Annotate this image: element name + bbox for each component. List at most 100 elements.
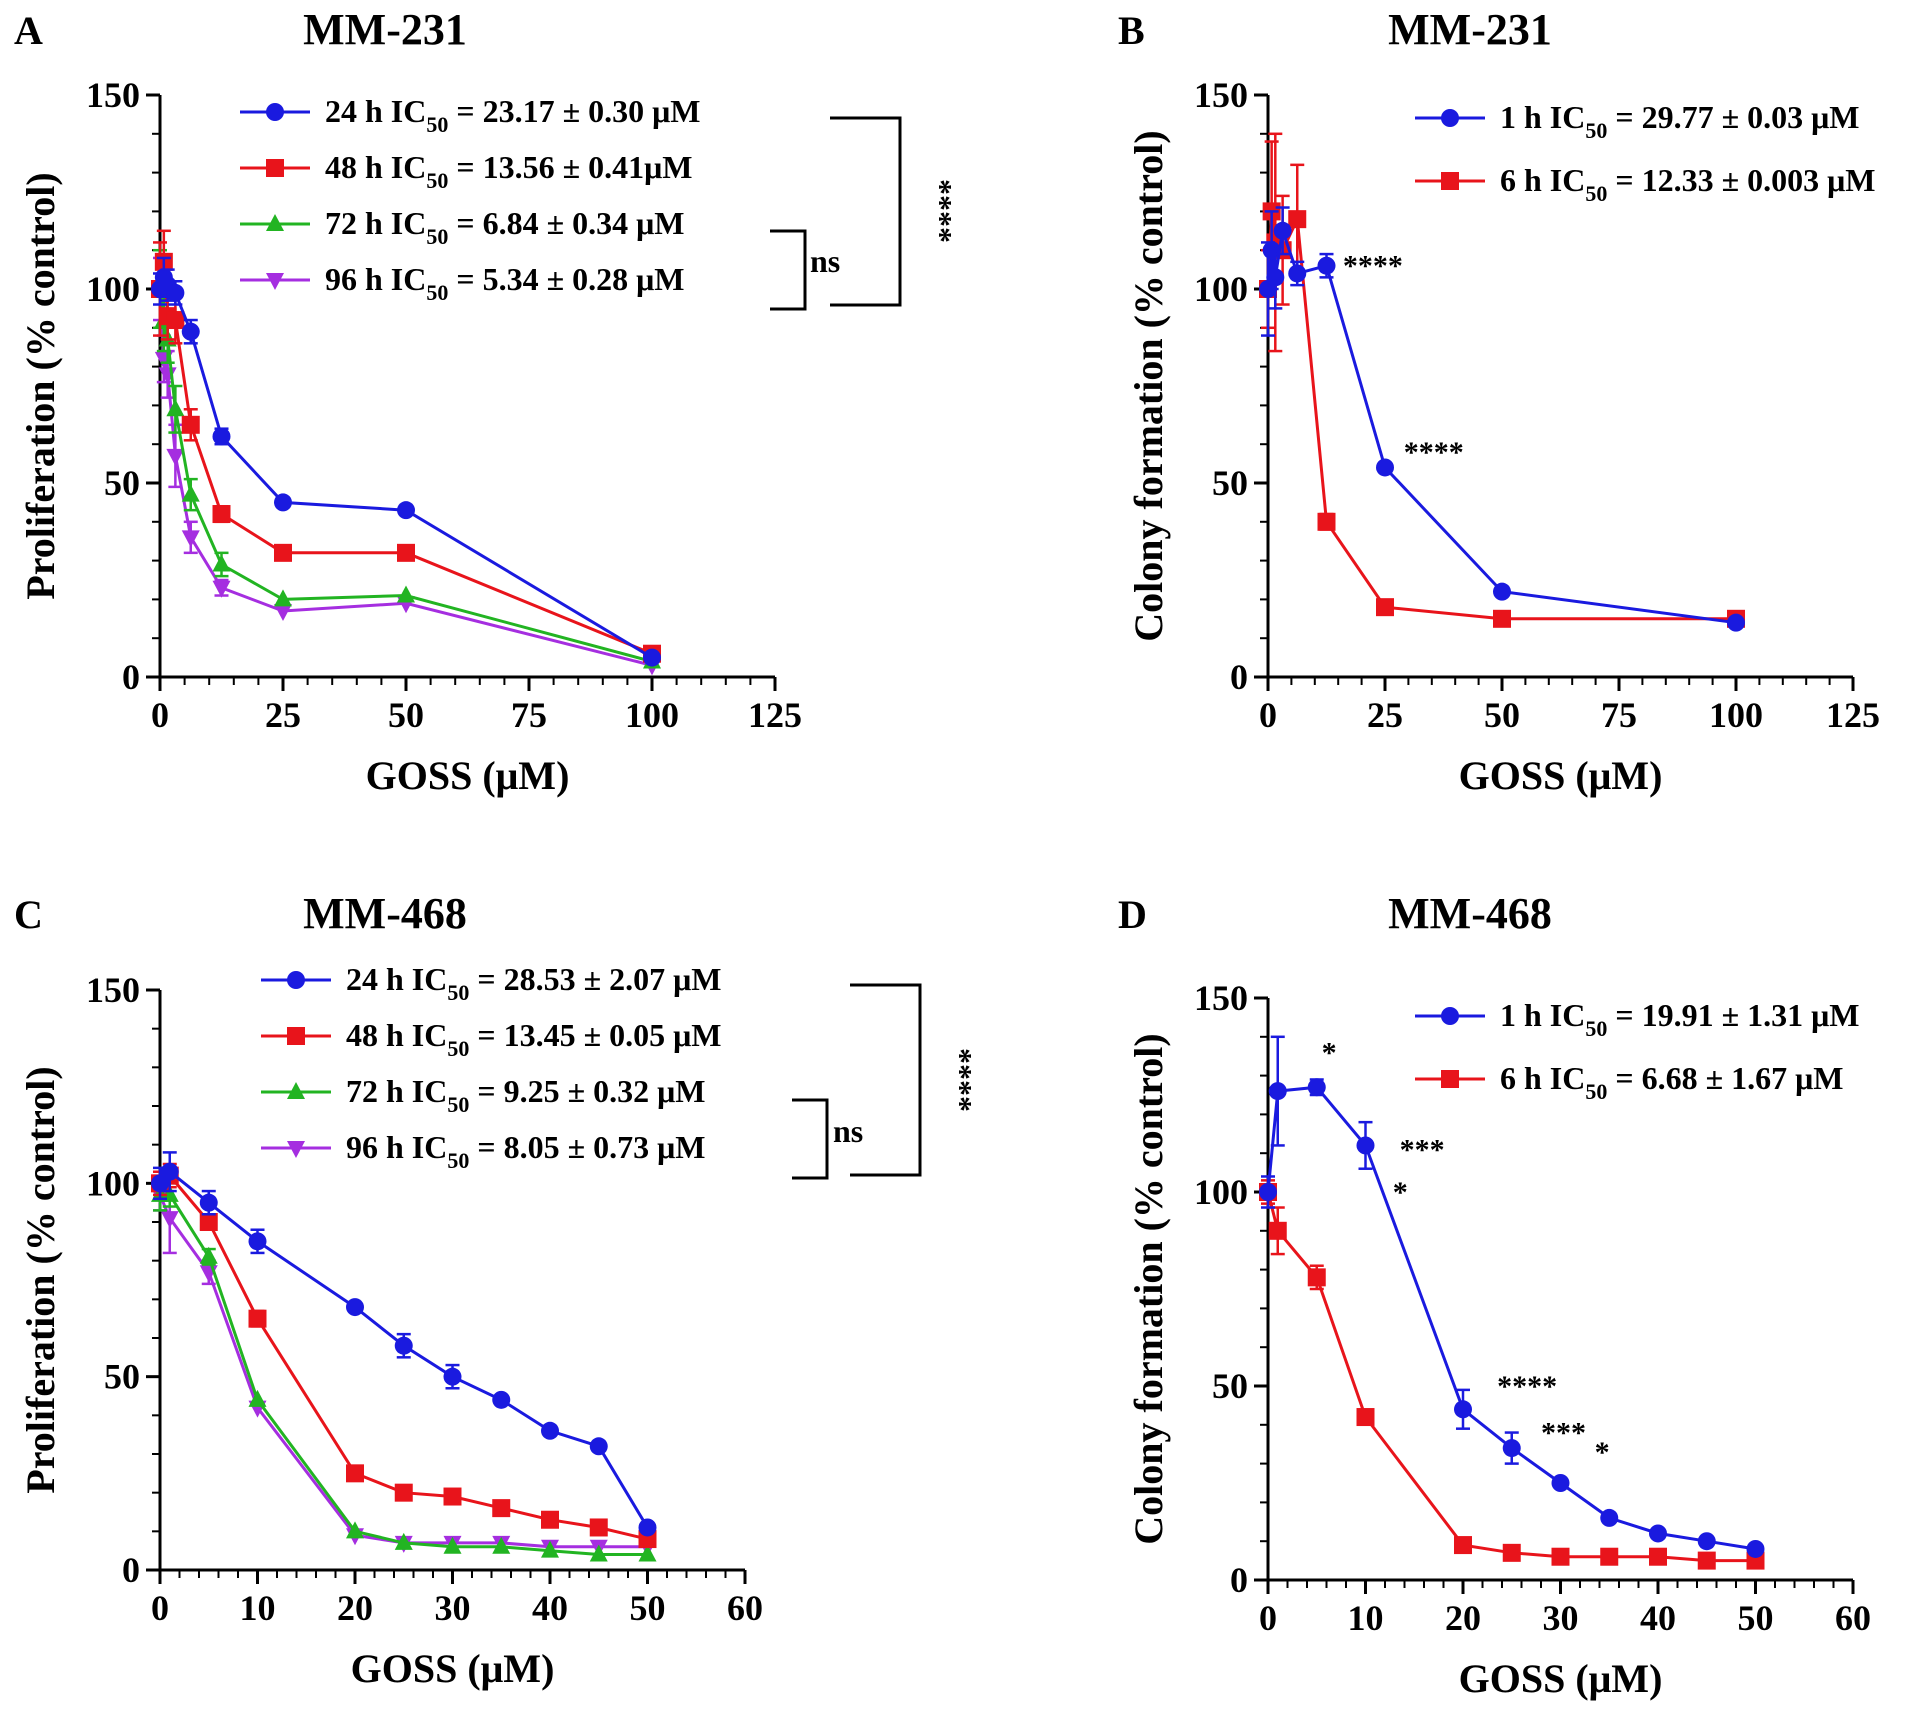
data-point	[1356, 1136, 1375, 1155]
data-point	[541, 1510, 559, 1529]
panel-title: MM-468	[1388, 889, 1552, 938]
legend-label: 24 h IC50 = 28.53 ± 2.07 μM	[346, 961, 722, 1005]
data-point	[443, 1367, 462, 1386]
series-6h	[1259, 1179, 1765, 1570]
x-axis-label: GOSS (μM)	[351, 1646, 555, 1691]
data-point	[1697, 1532, 1716, 1551]
data-point	[638, 1518, 657, 1537]
data-point	[274, 604, 292, 622]
legend-entry: 72 h IC50 = 6.84 ± 0.34 μM	[240, 205, 685, 249]
x-tick-label: 0	[151, 695, 169, 735]
ns-label: ns	[810, 243, 840, 279]
significance-label: ****	[923, 179, 959, 243]
legend-label: 6 h IC50 = 12.33 ± 0.003 μM	[1500, 162, 1876, 206]
data-point	[274, 543, 292, 562]
data-point	[1259, 1183, 1277, 1201]
significance-bracket	[830, 116, 902, 307]
series-24h	[151, 256, 661, 667]
legend-marker	[287, 1082, 305, 1099]
data-point	[199, 1213, 218, 1231]
x-tick-label: 75	[1601, 695, 1637, 735]
y-tick-label: 0	[122, 657, 140, 697]
legend-entry: 1 h IC50 = 29.77 ± 0.03 μM	[1415, 99, 1860, 143]
data-point	[1697, 1551, 1716, 1570]
significance-stars: ***	[1541, 1417, 1586, 1450]
data-point	[248, 1309, 267, 1328]
series-24h	[151, 1151, 657, 1537]
data-point	[346, 1464, 364, 1483]
y-tick-label: 150	[86, 970, 140, 1010]
legend-marker	[287, 1027, 305, 1045]
data-point	[1454, 1400, 1472, 1419]
data-point	[274, 589, 292, 607]
legend-entry: 1 h IC50 = 19.91 ± 1.31 μM	[1415, 997, 1860, 1041]
data-point	[1376, 458, 1394, 477]
y-axis-label: Colony formation (% control)	[1126, 1033, 1171, 1544]
data-point	[1502, 1439, 1521, 1458]
data-point	[166, 283, 185, 302]
data-point	[1454, 1536, 1472, 1555]
x-axis-label: GOSS (μM)	[1459, 1656, 1663, 1701]
panel-title: MM-231	[303, 5, 467, 54]
significance-bracket	[850, 983, 922, 1177]
y-tick-label: 100	[1194, 1172, 1248, 1212]
legend-label: 1 h IC50 = 29.77 ± 0.03 μM	[1500, 99, 1860, 143]
x-tick-label: 0	[1259, 695, 1277, 735]
legend-marker	[266, 159, 284, 177]
significance-stars: ****	[1343, 250, 1403, 283]
x-tick-label: 0	[1259, 1598, 1277, 1638]
data-point	[394, 1483, 413, 1502]
y-axis-label: Proliferation (% control)	[18, 172, 63, 599]
x-axis-label: GOSS (μM)	[1459, 753, 1663, 798]
x-tick-label: 125	[1826, 695, 1880, 735]
data-point	[1600, 1547, 1619, 1566]
data-point	[346, 1298, 364, 1317]
legend-label: 6 h IC50 = 6.68 ± 1.67 μM	[1500, 1060, 1844, 1104]
series-line	[1266, 211, 1736, 621]
legend-label: 24 h IC50 = 23.17 ± 0.30 μM	[325, 93, 701, 137]
series-line	[1266, 230, 1737, 625]
ns-bracket	[792, 1098, 829, 1180]
y-tick-label: 100	[86, 269, 140, 309]
data-point	[394, 1532, 413, 1550]
data-point	[443, 1536, 462, 1554]
data-point	[1493, 582, 1511, 601]
data-point	[643, 648, 661, 667]
x-tick-label: 75	[511, 695, 547, 735]
legend-label: 48 h IC50 = 13.45 ± 0.05 μM	[346, 1017, 722, 1061]
series-6h	[1259, 132, 1745, 628]
panel-title: MM-231	[1388, 5, 1552, 54]
x-tick-label: 60	[1835, 1598, 1871, 1638]
legend-label: 96 h IC50 = 5.34 ± 0.28 μM	[325, 261, 685, 305]
data-point	[212, 427, 231, 446]
data-point	[638, 1544, 657, 1562]
data-point	[1649, 1524, 1667, 1543]
data-point	[1649, 1547, 1667, 1566]
data-point	[443, 1487, 462, 1506]
data-point	[492, 1536, 511, 1554]
x-tick-label: 50	[1484, 695, 1520, 735]
data-point	[541, 1421, 559, 1440]
legend-label: 96 h IC50 = 8.05 ± 0.73 μM	[346, 1129, 706, 1173]
y-tick-label: 150	[1194, 978, 1248, 1018]
data-point	[346, 1521, 364, 1539]
data-point	[1273, 221, 1292, 240]
y-tick-label: 50	[104, 463, 140, 503]
x-tick-label: 50	[388, 695, 424, 735]
data-point	[212, 505, 231, 524]
legend-entry: 6 h IC50 = 6.68 ± 1.67 μM	[1415, 1060, 1844, 1104]
data-point	[1551, 1474, 1570, 1492]
data-point	[541, 1540, 559, 1558]
data-point	[160, 1162, 179, 1181]
data-point	[181, 415, 200, 434]
legend-marker	[266, 214, 284, 231]
data-point	[1551, 1547, 1570, 1566]
y-tick-label: 100	[86, 1163, 140, 1203]
y-tick-label: 0	[1230, 657, 1248, 697]
data-point	[1268, 1082, 1287, 1101]
data-point	[589, 1437, 608, 1456]
data-point	[1317, 512, 1336, 531]
data-point	[589, 1518, 608, 1537]
x-tick-label: 100	[1709, 695, 1763, 735]
data-point	[589, 1544, 608, 1562]
